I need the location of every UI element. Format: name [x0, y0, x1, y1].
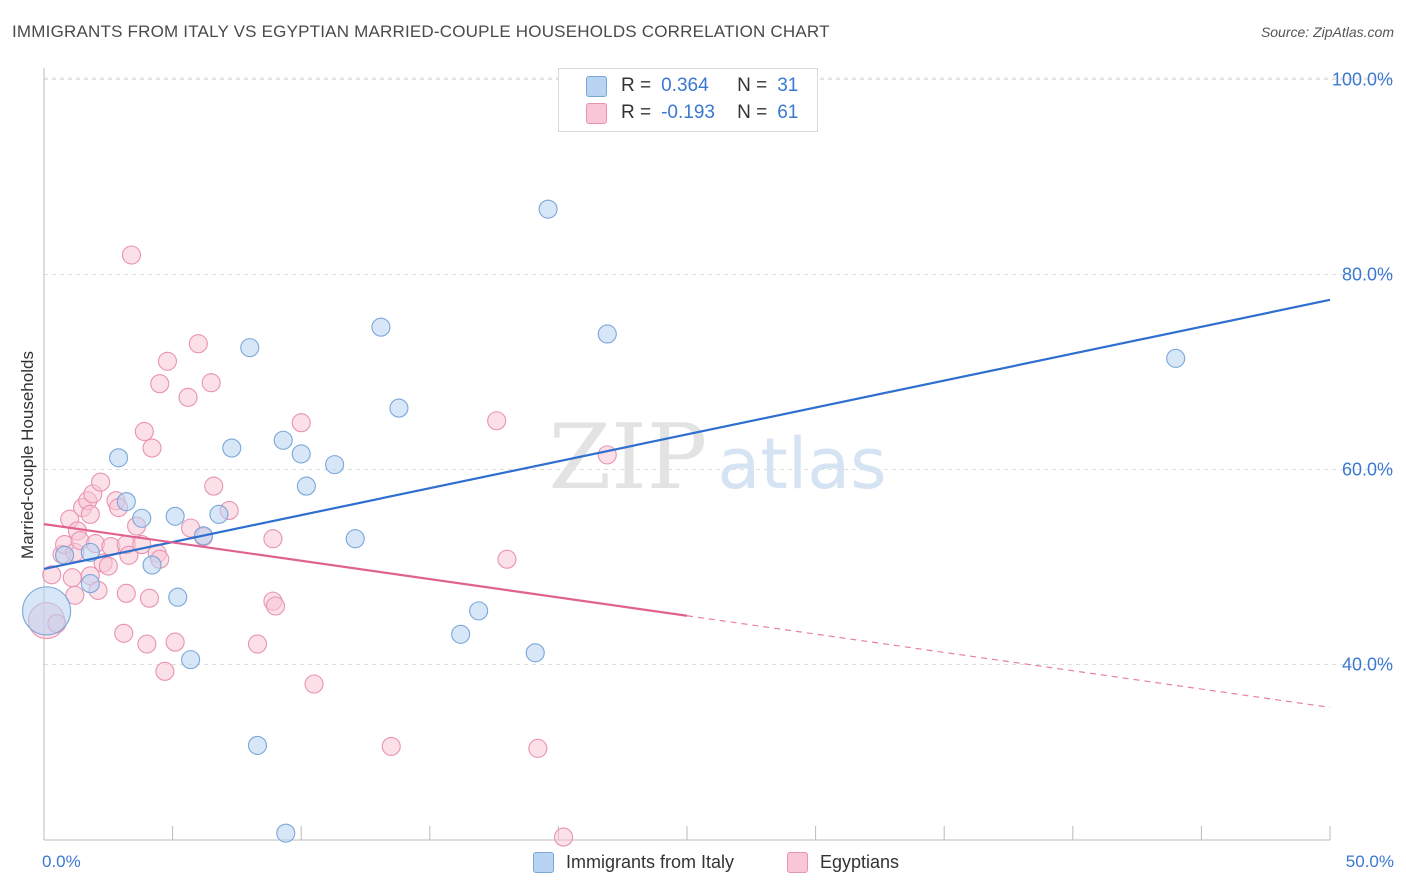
trend-line-egypt-extrapolated: [686, 615, 1331, 708]
bottom-legend-swatch-italy: [533, 852, 554, 873]
point-italy: [22, 586, 72, 636]
point-italy: [80, 542, 100, 562]
point-egypt: [157, 351, 178, 371]
chart-source: Source: ZipAtlas.com: [1260, 24, 1394, 40]
point-italy: [142, 555, 162, 575]
point-egypt: [528, 738, 548, 758]
point-italy: [222, 438, 242, 458]
point-egypt: [137, 634, 157, 654]
y-tick-label: 60.0%: [1342, 460, 1393, 480]
trend-line-italy: [43, 298, 1331, 571]
chart-title: IMMIGRANTS FROM ITALY VS EGYPTIAN MARRIE…: [12, 22, 830, 41]
trend-lines: [43, 298, 1331, 708]
point-egypt: [65, 585, 85, 605]
point-egypt: [247, 634, 268, 654]
point-italy: [209, 504, 229, 524]
point-egypt: [263, 529, 283, 549]
legend-r-value-italy: 0.364: [661, 75, 709, 96]
point-egypt: [265, 596, 286, 616]
y-axis-title: Married-couple Households: [18, 351, 37, 559]
point-italy: [538, 199, 558, 219]
point-egypt: [155, 661, 175, 681]
y-tick-label: 80.0%: [1342, 265, 1393, 285]
point-italy: [240, 338, 260, 358]
point-egypt: [150, 374, 170, 394]
point-egypt: [62, 568, 82, 588]
point-egypt: [204, 476, 224, 496]
point-italy: [597, 324, 617, 344]
point-italy: [132, 508, 152, 528]
point-egypt: [201, 373, 221, 393]
bottom-legend-label-egypt: Egyptians: [820, 852, 900, 872]
trend-line-egypt: [43, 523, 688, 617]
point-italy: [168, 587, 188, 607]
point-italy: [469, 601, 489, 621]
bottom-legend-italy: Immigrants from Italy: [533, 852, 734, 873]
point-egypt: [165, 632, 185, 652]
correlation-legend: R = 0.364 N = 31 R = -0.193 N = 61: [558, 68, 818, 132]
point-egypt: [487, 411, 507, 431]
legend-r-label: R =: [621, 75, 652, 96]
legend-n-label: N =: [737, 75, 768, 96]
point-egypt: [304, 674, 324, 694]
point-italy: [116, 492, 136, 512]
point-egypt: [114, 623, 134, 643]
point-italy: [276, 823, 296, 843]
point-egypt: [553, 827, 574, 847]
legend-n-value-italy: 31: [777, 75, 799, 96]
point-italy: [80, 574, 100, 594]
point-italy: [345, 529, 365, 549]
bottom-legend-label-italy: Immigrants from Italy: [566, 852, 735, 872]
point-italy: [165, 506, 185, 526]
point-egypt: [139, 588, 160, 608]
point-egypt: [134, 421, 154, 442]
point-italy: [371, 317, 391, 337]
point-egypt: [188, 334, 208, 354]
point-italy: [55, 545, 75, 565]
point-italy: [525, 643, 545, 663]
y-tick-label: 100.0%: [1332, 70, 1393, 90]
bottom-legend-egypt: Egyptians: [787, 852, 899, 873]
bottom-legend-swatch-egypt: [787, 852, 808, 873]
point-egypt: [381, 736, 401, 756]
point-egypt: [291, 413, 311, 433]
x-tick-min: 0.0%: [42, 852, 81, 871]
point-italy: [296, 476, 316, 496]
point-egypt: [98, 556, 118, 576]
x-tick-max: 50.0%: [1345, 852, 1394, 871]
point-egypt: [121, 245, 141, 265]
legend-n-value-egypt: 61: [777, 102, 799, 123]
point-italy: [291, 444, 311, 464]
legend-row-italy: R = 0.364 N = 31: [586, 74, 799, 98]
legend-r-value-egypt: -0.193: [661, 102, 715, 123]
axes: [43, 68, 1331, 841]
point-italy: [1166, 348, 1186, 368]
point-egypt: [91, 472, 111, 492]
legend-swatch-egypt: [586, 102, 607, 124]
point-egypt: [142, 438, 162, 458]
y-tick-labels: 40.0% 60.0% 80.0% 100.0%: [1332, 70, 1393, 675]
point-egypt: [497, 549, 517, 569]
point-egypt: [80, 504, 100, 524]
point-italy: [325, 455, 345, 475]
point-italy: [273, 430, 293, 450]
point-italy: [389, 398, 409, 418]
legend-swatch-italy: [586, 75, 607, 97]
point-italy: [451, 624, 471, 644]
point-italy: [247, 735, 268, 755]
point-italy: [181, 650, 201, 670]
series-egyptians: [28, 245, 617, 847]
gridlines: [44, 77, 1392, 665]
watermark-atlas: atlas: [717, 423, 886, 505]
point-italy: [109, 448, 129, 468]
point-egypt: [116, 583, 136, 603]
legend-n-label: N =: [737, 102, 768, 123]
point-egypt: [42, 565, 62, 585]
point-egypt: [178, 387, 198, 407]
legend-row-egypt: R = -0.193 N = 61: [586, 101, 799, 125]
legend-r-label: R =: [621, 102, 652, 123]
y-tick-label: 40.0%: [1342, 655, 1393, 675]
point-egypt: [597, 445, 617, 465]
